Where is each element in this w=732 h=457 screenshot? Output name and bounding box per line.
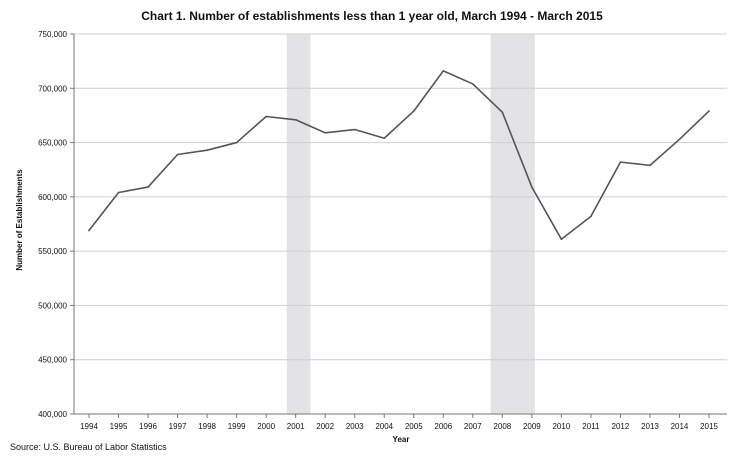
data-point-2012 xyxy=(619,161,622,163)
data-point-2003 xyxy=(353,128,356,131)
y-tick-label: 400,000 xyxy=(38,410,67,419)
x-tick-label: 1999 xyxy=(228,422,246,431)
data-point-2009 xyxy=(531,186,533,188)
data-point-1998 xyxy=(206,149,208,151)
data-point-2002 xyxy=(324,132,326,134)
data-point-2005 xyxy=(412,110,415,112)
data-point-2010 xyxy=(560,238,563,240)
y-tick-label: 650,000 xyxy=(38,139,67,148)
x-tick-label: 2010 xyxy=(552,422,570,431)
recession-band-2 xyxy=(490,34,535,414)
x-tick-label: 1994 xyxy=(80,422,98,431)
data-point-1997 xyxy=(176,153,179,156)
x-tick-label: 2015 xyxy=(700,422,718,431)
data-point-2015 xyxy=(708,110,710,112)
x-axis-ticks: 1994 1995 1996 1997 1998 1999 2000 2001 2002 2003… xyxy=(80,414,718,431)
x-tick-label: 2002 xyxy=(316,422,334,431)
series-points xyxy=(88,70,710,240)
data-point-1996 xyxy=(147,186,149,188)
data-point-2000 xyxy=(265,115,267,118)
y-tick-label: 450,000 xyxy=(38,356,67,365)
y-axis-label: Number of Establishments xyxy=(15,169,24,271)
data-point-1994 xyxy=(88,229,90,232)
data-point-2014 xyxy=(678,138,681,141)
y-axis-ticks: 400,000 450,000 500,000 550,000 600,000 650,0… xyxy=(38,30,74,419)
source-note: Source: U.S. Bureau of Labor Statistics xyxy=(10,442,167,452)
data-point-2011 xyxy=(590,215,592,218)
data-point-2008 xyxy=(501,111,504,113)
x-tick-label: 2007 xyxy=(464,422,482,431)
y-tick-label: 750,000 xyxy=(38,30,67,39)
x-tick-label: 2000 xyxy=(257,422,275,431)
data-point-2001 xyxy=(294,118,297,121)
data-point-1995 xyxy=(117,191,120,194)
series-line xyxy=(88,70,710,240)
x-tick-label: 2014 xyxy=(671,422,689,431)
x-tick-label: 2005 xyxy=(405,422,423,431)
x-tick-label: 1997 xyxy=(169,422,187,431)
data-point-2013 xyxy=(649,164,651,167)
chart-title: Chart 1. Number of establishments less t… xyxy=(141,9,603,23)
x-tick-label: 2004 xyxy=(375,422,393,431)
x-tick-label: 2009 xyxy=(523,422,541,431)
x-tick-label: 2012 xyxy=(612,422,630,431)
y-tick-label: 550,000 xyxy=(38,247,67,256)
x-tick-label: 2001 xyxy=(287,422,305,431)
recession-band-1 xyxy=(286,34,311,414)
y-tick-label: 500,000 xyxy=(38,301,67,310)
data-point-1999 xyxy=(235,141,238,144)
data-point-2007 xyxy=(472,83,474,85)
x-tick-label: 2003 xyxy=(346,422,364,431)
recession-shading xyxy=(286,34,535,414)
x-tick-label: 2006 xyxy=(434,422,452,431)
x-tick-label: 1995 xyxy=(110,422,128,431)
x-tick-label: 1996 xyxy=(139,422,157,431)
x-tick-label: 2011 xyxy=(582,422,600,431)
x-tick-label: 1998 xyxy=(198,422,216,431)
x-axis-label: Year xyxy=(393,435,410,444)
data-point-2004 xyxy=(383,137,386,140)
data-point-2006 xyxy=(442,70,445,72)
y-tick-label: 600,000 xyxy=(38,193,67,202)
x-tick-label: 2013 xyxy=(641,422,659,431)
y-tick-label: 700,000 xyxy=(38,84,67,93)
x-tick-label: 2008 xyxy=(493,422,511,431)
